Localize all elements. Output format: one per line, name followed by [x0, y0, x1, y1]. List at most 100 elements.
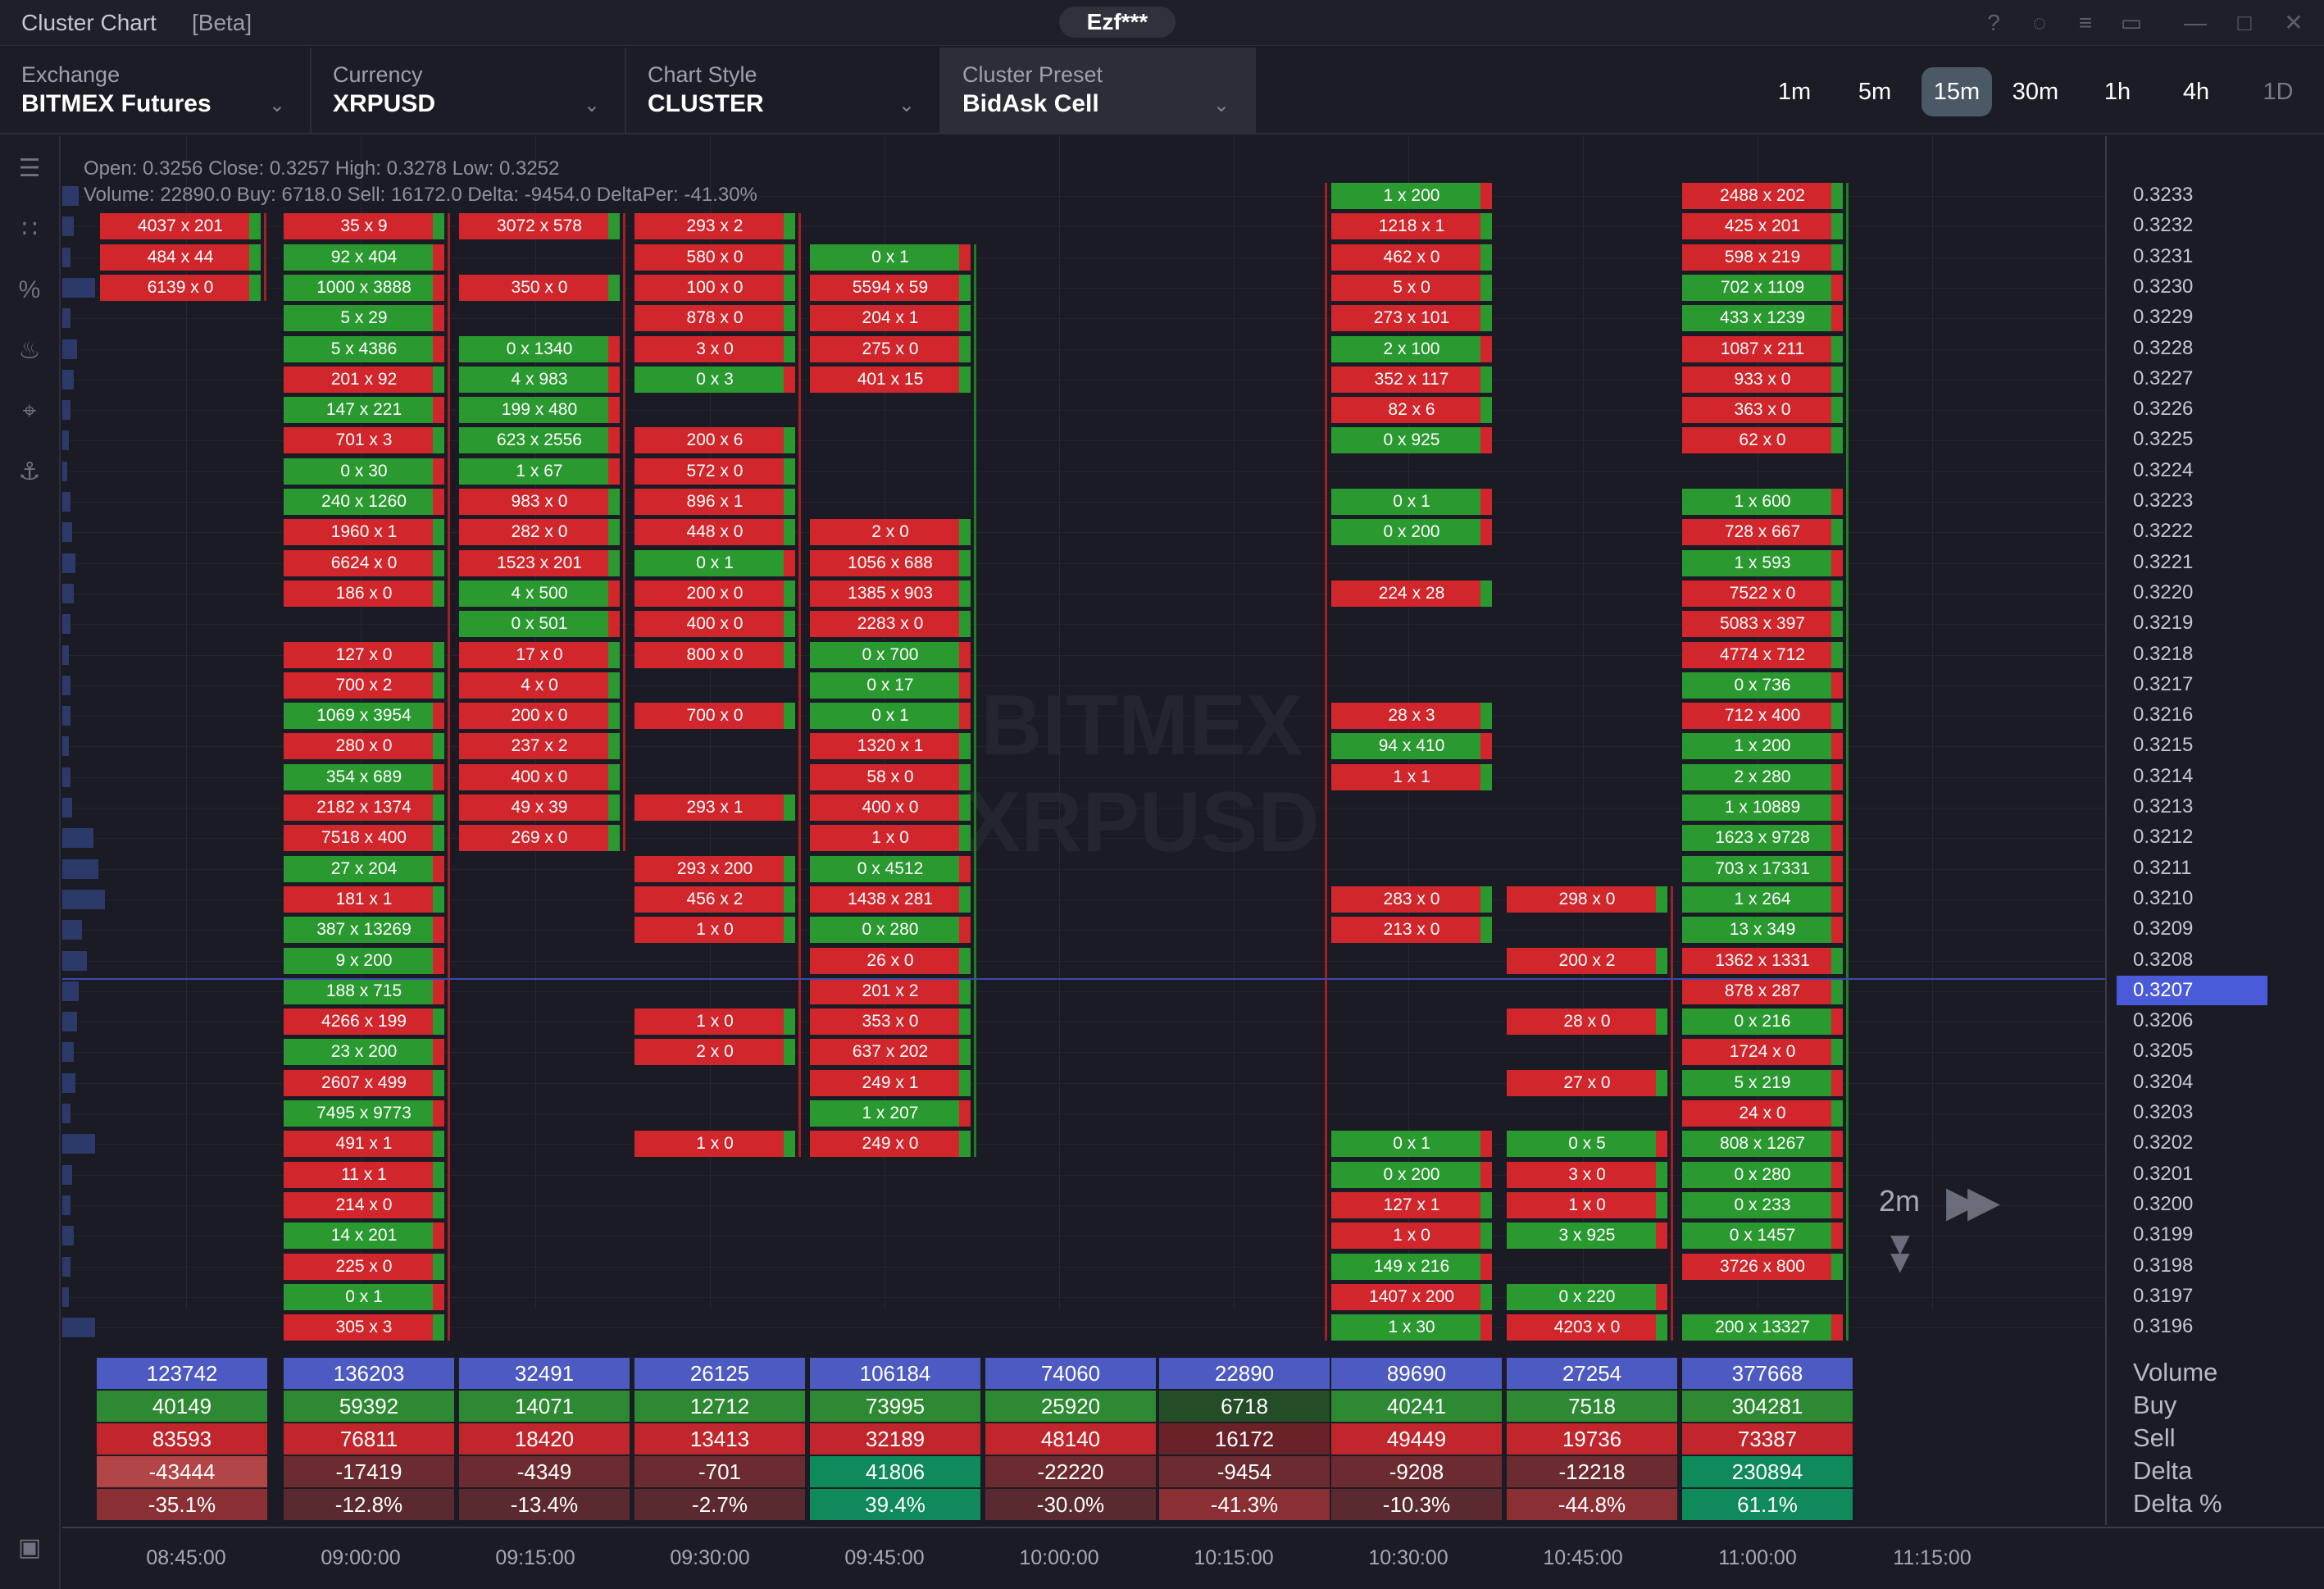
cluster-cell[interactable]: 352 x 117 — [1331, 366, 1492, 393]
cluster-cell[interactable]: 0 x 5 — [1507, 1131, 1667, 1158]
cluster-cell[interactable]: 27 x 0 — [1507, 1069, 1667, 1096]
cluster-cell[interactable]: 201 x 2 — [810, 977, 971, 1004]
cluster-cell[interactable]: 27 x 204 — [284, 855, 444, 882]
cluster-cell[interactable]: 6624 x 0 — [284, 549, 444, 576]
timeframe-30m[interactable]: 30m — [2012, 79, 2059, 105]
cluster-cell[interactable]: 1623 x 9728 — [1682, 825, 1843, 852]
cluster-cell[interactable]: 2488 x 202 — [1682, 183, 1843, 209]
cluster-cell[interactable]: 387 x 13269 — [284, 917, 444, 944]
cluster-cell[interactable]: 400 x 0 — [459, 763, 620, 790]
cluster-cell[interactable]: 0 x 280 — [1682, 1161, 1843, 1188]
cluster-cell[interactable]: 1056 x 688 — [810, 549, 971, 576]
cluster-cell[interactable]: 3 x 0 — [1507, 1161, 1667, 1188]
cluster-cell[interactable]: 17 x 0 — [459, 641, 620, 668]
cluster-cell[interactable]: 0 x 30 — [284, 458, 444, 485]
cluster-cell[interactable]: 933 x 0 — [1682, 366, 1843, 393]
cluster-cell[interactable]: 2 x 0 — [810, 519, 971, 546]
cluster-cell[interactable]: 1 x 1 — [1331, 763, 1492, 790]
cluster-cell[interactable]: 0 x 925 — [1331, 427, 1492, 454]
cluster-cell[interactable]: 2182 x 1374 — [284, 794, 444, 821]
cluster-cell[interactable]: 1 x 200 — [1331, 183, 1492, 209]
timeframe-15m[interactable]: 15m — [1922, 67, 1992, 116]
cluster-cell[interactable]: 878 x 0 — [634, 305, 795, 332]
cluster-cell[interactable]: 204 x 1 — [810, 305, 971, 332]
cluster-cell[interactable]: 425 x 201 — [1682, 213, 1843, 240]
cluster-cell[interactable]: 363 x 0 — [1682, 397, 1843, 424]
cluster-cell[interactable]: 4203 x 0 — [1507, 1314, 1667, 1341]
scroll-right-icon[interactable]: ▶▶ — [1946, 1178, 2000, 1226]
cluster-cell[interactable]: 293 x 200 — [634, 855, 795, 882]
cluster-cell[interactable]: 0 x 3 — [634, 366, 795, 393]
cluster-cell[interactable]: 9 x 200 — [284, 947, 444, 974]
cluster-cell[interactable]: 1 x 0 — [634, 917, 795, 944]
grid-dots-icon[interactable]: ∷ — [21, 216, 38, 243]
cluster-cell[interactable]: 237 x 2 — [459, 733, 620, 760]
cluster-cell[interactable]: 4 x 500 — [459, 580, 620, 607]
cluster-cell[interactable]: 1 x 0 — [810, 825, 971, 852]
cluster-cell[interactable]: 7522 x 0 — [1682, 580, 1843, 607]
cluster-cell[interactable]: 462 x 0 — [1331, 244, 1492, 271]
timeframe-1D[interactable]: 1D — [2263, 79, 2294, 105]
cluster-cell[interactable]: 2 x 100 — [1331, 335, 1492, 362]
cluster-cell[interactable]: 1 x 207 — [810, 1100, 971, 1127]
cluster-cell[interactable]: 1000 x 3888 — [284, 274, 444, 301]
cluster-cell[interactable]: 0 x 17 — [810, 672, 971, 699]
cluster-cell[interactable]: 433 x 1239 — [1682, 305, 1843, 332]
cluster-cell[interactable]: 4266 x 199 — [284, 1008, 444, 1036]
cluster-cell[interactable]: 400 x 0 — [810, 794, 971, 821]
cluster-cell[interactable]: 147 x 221 — [284, 397, 444, 424]
cluster-cell[interactable]: 82 x 6 — [1331, 397, 1492, 424]
cluster-cell[interactable]: 240 x 1260 — [284, 489, 444, 515]
cluster-cell[interactable]: 181 x 1 — [284, 886, 444, 913]
cluster-cell[interactable]: 1 x 0 — [1331, 1222, 1492, 1250]
cluster-preset-select[interactable]: Cluster Preset BidAsk Cell ⌄ — [941, 48, 1256, 134]
maximize-icon[interactable]: □ — [2237, 10, 2252, 35]
cluster-cell[interactable]: 199 x 480 — [459, 397, 620, 424]
cluster-cell[interactable]: 62 x 0 — [1682, 427, 1843, 454]
cluster-cell[interactable]: 2 x 0 — [634, 1039, 795, 1066]
cluster-cell[interactable]: 808 x 1267 — [1682, 1131, 1843, 1158]
scroll-down-icon[interactable]: ▼ ▼ — [1884, 1226, 1917, 1280]
close-icon[interactable]: ✕ — [2284, 10, 2304, 35]
cluster-cell[interactable]: 1 x 0 — [634, 1008, 795, 1036]
cluster-cell[interactable]: 1523 x 201 — [459, 549, 620, 576]
cluster-cell[interactable]: 1087 x 211 — [1682, 335, 1843, 362]
cluster-cell[interactable]: 269 x 0 — [459, 825, 620, 852]
cluster-cell[interactable]: 249 x 0 — [810, 1131, 971, 1158]
cluster-cell[interactable]: 1407 x 200 — [1331, 1283, 1492, 1310]
cluster-cell[interactable]: 712 x 400 — [1682, 703, 1843, 730]
cluster-cell[interactable]: 2283 x 0 — [810, 611, 971, 638]
cluster-cell[interactable]: 4774 x 712 — [1682, 641, 1843, 668]
list-view-icon[interactable]: ☰ — [18, 155, 41, 182]
cluster-cell[interactable]: 94 x 410 — [1331, 733, 1492, 760]
cluster-cell[interactable]: 4 x 983 — [459, 366, 620, 393]
cluster-cell[interactable]: 7518 x 400 — [284, 825, 444, 852]
cluster-cell[interactable]: 0 x 1 — [1331, 489, 1492, 515]
cluster-cell[interactable]: 728 x 667 — [1682, 519, 1843, 546]
cluster-cell[interactable]: 623 x 2556 — [459, 427, 620, 454]
cluster-cell[interactable]: 5 x 219 — [1682, 1069, 1843, 1096]
cluster-cell[interactable]: 186 x 0 — [284, 580, 444, 607]
cluster-cell[interactable]: 701 x 3 — [284, 427, 444, 454]
cluster-cell[interactable]: 572 x 0 — [634, 458, 795, 485]
timeframe-1m[interactable]: 1m — [1777, 79, 1812, 105]
user-chip[interactable]: Ezf*** — [1059, 7, 1176, 38]
cluster-cell[interactable]: 700 x 0 — [634, 703, 795, 730]
cluster-cell[interactable]: 13 x 349 — [1682, 917, 1843, 944]
cluster-cell[interactable]: 127 x 1 — [1331, 1191, 1492, 1218]
cluster-cell[interactable]: 23 x 200 — [284, 1039, 444, 1066]
chart-style-select[interactable]: Chart Style CLUSTER ⌄ — [626, 48, 941, 134]
cluster-cell[interactable]: 0 x 1 — [284, 1283, 444, 1310]
bell-icon[interactable]: ♨ — [18, 337, 41, 364]
cluster-cell[interactable]: 200 x 0 — [459, 703, 620, 730]
cluster-cell[interactable]: 0 x 1 — [634, 549, 795, 576]
cluster-cell[interactable]: 5594 x 59 — [810, 274, 971, 301]
cluster-cell[interactable]: 1 x 0 — [1507, 1191, 1667, 1218]
cluster-cell[interactable]: 293 x 2 — [634, 213, 795, 240]
cluster-cell[interactable]: 11 x 1 — [284, 1161, 444, 1188]
cluster-cell[interactable]: 580 x 0 — [634, 244, 795, 271]
cluster-cell[interactable]: 14 x 201 — [284, 1222, 444, 1250]
cluster-cell[interactable]: 225 x 0 — [284, 1253, 444, 1280]
cluster-cell[interactable]: 1 x 30 — [1331, 1314, 1492, 1341]
cluster-cell[interactable]: 200 x 13327 — [1682, 1314, 1843, 1341]
